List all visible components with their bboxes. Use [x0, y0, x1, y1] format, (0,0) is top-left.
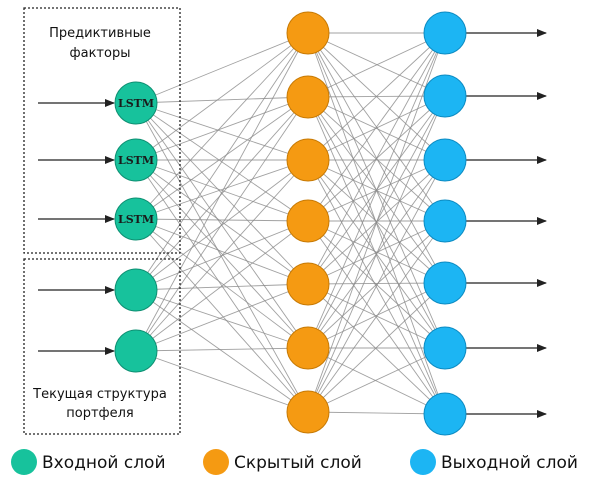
- legend-swatch-input: [11, 449, 37, 475]
- edge-input-hidden-3-2: [135, 96, 309, 220]
- edge-hidden-output-3-2: [307, 95, 446, 161]
- legend-label-hidden: Скрытый слой: [234, 453, 362, 473]
- edge-hidden-output-6-1: [307, 32, 446, 349]
- edge-input-hidden-3-5: [135, 218, 309, 285]
- edge-hidden-output-7-1: [307, 32, 446, 413]
- hidden-node-7: [286, 390, 330, 434]
- edge-hidden-output-2-1: [307, 32, 446, 98]
- output-node-6: [423, 326, 467, 370]
- edge-input-hidden-4-5: [135, 283, 309, 291]
- edge-input-hidden-2-1: [135, 32, 309, 161]
- edge-input-hidden-4-6: [135, 289, 309, 349]
- edge-hidden-output-7-2: [307, 95, 446, 413]
- edge-input-hidden-2-2: [135, 96, 309, 161]
- edge-input-hidden-5-1: [135, 32, 309, 352]
- edge-input-hidden-5-3: [135, 159, 309, 352]
- predictive-factors-box: [23, 7, 181, 254]
- legend-swatch-hidden: [203, 449, 229, 475]
- edge-input-hidden-5-7: [135, 350, 309, 413]
- edge-hidden-output-2-7: [307, 96, 446, 415]
- lstm-label-2: LSTM: [118, 154, 154, 167]
- edge-input-hidden-4-1: [135, 32, 309, 291]
- current-portfolio-label-line1: Текущая структура: [32, 387, 167, 402]
- nodes: LSTM LSTM LSTM: [114, 11, 467, 436]
- output-node-4: [423, 199, 467, 243]
- legend-swatch-output: [410, 449, 436, 475]
- edge-input-hidden-5-4: [135, 220, 309, 352]
- edge-input-hidden-4-3: [135, 159, 309, 291]
- input-node-2: [114, 138, 158, 182]
- lstm-label-1: LSTM: [118, 97, 154, 110]
- connections: [135, 32, 446, 415]
- input-node-5: [114, 329, 158, 373]
- edge-input-hidden-4-7: [135, 289, 309, 413]
- input-node-4: [114, 268, 158, 312]
- edge-input-hidden-1-2: [135, 96, 309, 104]
- output-arrows: [466, 29, 547, 418]
- output-node-7: [423, 392, 467, 436]
- edge-input-hidden-3-4: [135, 218, 309, 222]
- hidden-node-5: [286, 262, 330, 306]
- output-node-5: [423, 261, 467, 305]
- edge-input-hidden-2-5: [135, 159, 309, 285]
- output-node-2: [423, 74, 467, 118]
- edge-hidden-output-3-7: [307, 159, 446, 415]
- hidden-node-3: [286, 138, 330, 182]
- legend-label-input: Входной слой: [42, 453, 166, 473]
- lstm-label-3: LSTM: [118, 213, 154, 226]
- edge-input-hidden-4-2: [135, 96, 309, 291]
- edge-input-hidden-3-6: [135, 218, 309, 349]
- legend: Входной слой Скрытый слой Выходной слой: [11, 449, 578, 475]
- edge-hidden-output-6-5: [307, 282, 446, 349]
- hidden-node-6: [286, 326, 330, 370]
- output-node-1: [423, 11, 467, 55]
- edge-hidden-output-7-5: [307, 282, 446, 413]
- edge-hidden-output-7-4: [307, 220, 446, 413]
- input-node-3: [114, 197, 158, 241]
- edge-hidden-output-3-1: [307, 32, 446, 161]
- hidden-node-2: [286, 75, 330, 119]
- edge-hidden-output-7-7: [307, 411, 446, 415]
- predictive-factors-label-line2: факторы: [70, 46, 131, 61]
- input-node-1: [114, 81, 158, 125]
- edge-input-hidden-5-2: [135, 96, 309, 352]
- edge-input-hidden-5-5: [135, 283, 309, 352]
- edge-hidden-output-7-3: [307, 159, 446, 413]
- edge-input-hidden-1-7: [135, 102, 309, 413]
- edge-hidden-output-7-6: [307, 347, 446, 413]
- edge-hidden-output-4-1: [307, 32, 446, 222]
- input-arrows: [38, 99, 115, 355]
- hidden-node-4: [286, 199, 330, 243]
- predictive-factors-label-line1: Предиктивные: [49, 26, 151, 41]
- output-node-3: [423, 138, 467, 182]
- edge-input-hidden-1-3: [135, 102, 309, 161]
- edge-input-hidden-5-6: [135, 347, 309, 352]
- current-portfolio-label-line2: портфеля: [66, 406, 134, 421]
- edge-hidden-output-5-5: [307, 282, 446, 285]
- edge-input-hidden-1-1: [135, 32, 309, 104]
- hidden-node-1: [286, 11, 330, 55]
- edge-hidden-output-6-4: [307, 220, 446, 349]
- edge-input-hidden-3-7: [135, 218, 309, 413]
- edge-hidden-output-5-1: [307, 32, 446, 285]
- edge-input-hidden-2-6: [135, 159, 309, 349]
- legend-label-output: Выходной слой: [441, 453, 578, 473]
- current-portfolio-box: [23, 258, 181, 435]
- edge-input-hidden-2-4: [135, 159, 309, 222]
- edge-hidden-output-4-5: [307, 220, 446, 284]
- edge-input-hidden-3-3: [135, 159, 309, 220]
- edge-input-hidden-3-1: [135, 32, 309, 220]
- edge-hidden-output-5-4: [307, 220, 446, 285]
